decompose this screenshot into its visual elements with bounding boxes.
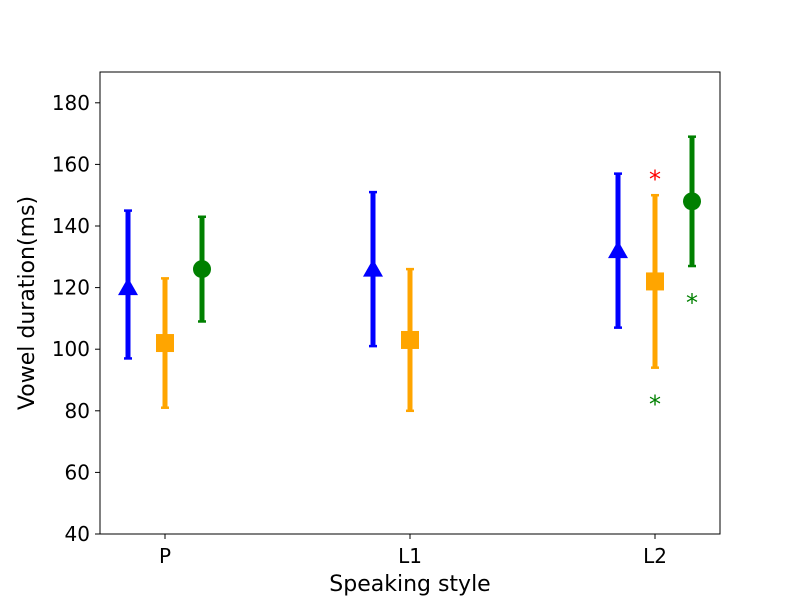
data-point-circle <box>683 192 701 211</box>
data-point-circle <box>193 260 211 279</box>
y-tick-label: 180 <box>52 91 90 115</box>
data-point-square <box>156 334 174 353</box>
y-axis: 40 60 80 100 120 140 160 180 <box>52 91 100 546</box>
y-tick-label: 160 <box>52 152 90 176</box>
data-point-triangle <box>118 277 138 296</box>
significance-marker: * <box>686 289 698 317</box>
y-tick-label: 100 <box>52 337 90 361</box>
significance-marker: * <box>649 166 661 194</box>
y-tick-label: 40 <box>65 522 90 546</box>
x-tick-label: L1 <box>398 544 422 568</box>
x-axis: P L1 L2 <box>159 534 667 568</box>
data-point-triangle <box>608 240 628 259</box>
significance-marker: * <box>649 390 661 418</box>
data-marks: * * * <box>118 135 701 418</box>
data-point-square <box>401 330 419 349</box>
y-tick-label: 120 <box>52 276 90 300</box>
data-point-triangle <box>363 259 383 277</box>
x-tick-label: P <box>159 544 171 568</box>
y-tick-label: 140 <box>52 214 90 238</box>
y-axis-label: Vowel duration(ms) <box>15 196 40 410</box>
y-tick-label: 80 <box>65 399 90 423</box>
x-axis-label: Speaking style <box>329 572 490 597</box>
y-tick-label: 60 <box>65 460 90 484</box>
data-point-square <box>646 272 664 291</box>
x-tick-label: L2 <box>643 544 667 568</box>
